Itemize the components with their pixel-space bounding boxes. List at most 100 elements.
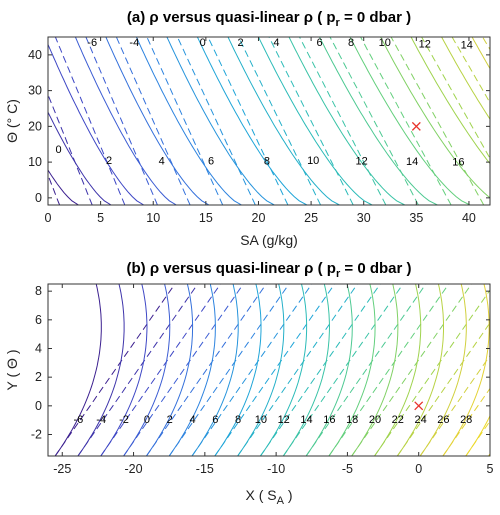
contour-rho-20 [351,284,399,456]
panel-a-reference-point [411,121,421,131]
contour-quasi-linear-26 [419,354,490,456]
contour-label: 10 [379,37,391,49]
contour-quasi-linear-18 [328,284,450,456]
contour-label: 6 [316,37,322,49]
contour-rho-12 [258,37,373,205]
contour-quasi-linear--6 [54,284,176,456]
x-tick-label: 5 [97,211,104,225]
y-tick-label: 2 [35,370,42,384]
contour-rho-2 [105,37,210,205]
contour-label: 0 [55,144,61,156]
contour-label: 2 [238,37,244,49]
panel-b-contours [54,284,490,456]
contour-rho-12 [259,284,308,456]
contour-rho-2 [145,284,194,456]
contour-quasi-linear--4 [48,93,93,205]
contour-label: 14 [300,414,312,426]
contour-quasi-linear-2 [115,37,191,205]
contour-rho--2 [100,284,148,456]
contour-quasi-linear-16 [305,284,427,456]
panel-b-xlabel: X ( SA ) [245,487,292,507]
contour-quasi-linear-6 [191,284,313,456]
contour-rho--4 [77,284,125,456]
y-tick-label: 0 [35,399,42,413]
contour-label: 20 [369,414,381,426]
contour-label: 8 [264,156,270,168]
x-tick-label: 5 [487,462,494,476]
contour-quasi-linear-24 [451,37,490,104]
contour-rho-8 [214,284,262,456]
panel-a-frame [47,36,491,206]
contour-rho-0 [74,37,177,205]
y-tick-label: 40 [28,48,42,62]
contour-quasi-linear--4 [77,284,199,456]
contour-label: 4 [189,414,195,426]
contour-quasi-linear-0 [85,37,158,205]
contour-rho-14 [282,284,331,456]
contour-quasi-linear-22 [421,37,490,160]
x-tick-label: -20 [125,462,143,476]
contour-quasi-linear-6 [176,37,256,205]
contour-rho-10 [227,37,340,205]
contour-rho-30 [465,414,490,456]
contour-label: 16 [323,414,335,426]
contour-label: 4 [159,156,165,168]
contour-label: 10 [255,414,267,426]
contour-label: 24 [414,414,426,426]
contour-quasi-linear-20 [351,284,472,456]
x-tick-label: 0 [45,211,52,225]
contour-quasi-linear-12 [259,284,381,456]
panel-a-xlabel: SA (g/kg) [240,232,298,248]
contour-quasi-linear-30 [465,420,490,456]
contour-quasi-linear-10 [238,37,322,205]
y-tick-label: 8 [35,284,42,298]
panel-b-frame [47,283,491,457]
x-tick-label: -25 [53,462,71,476]
y-tick-label: -2 [31,428,42,442]
x-tick-label: -5 [342,462,353,476]
contour-quasi-linear-18 [360,37,452,205]
contour-label: -6 [74,414,84,426]
x-tick-label: 10 [146,211,160,225]
contour-quasi-linear-14 [299,37,387,205]
contour-label: -6 [87,37,97,49]
panel-a-title: (a) ρ versus quasi-linear ρ ( pr = 0 dba… [127,9,411,29]
contour-rho--6 [48,169,79,205]
contour-label: 22 [392,414,404,426]
contour-rho-24 [396,284,444,456]
contour-rho--6 [54,284,102,456]
contour-quasi-linear-10 [237,284,358,456]
y-tick-label: 6 [35,313,42,327]
contour-quasi-linear-4 [146,37,224,205]
contour-rho-28 [442,284,490,456]
contour-rho-26 [471,37,490,70]
contour-rho-22 [410,37,490,165]
contour-label: 12 [278,414,290,426]
contour-label: 28 [460,414,472,426]
contour-rho-20 [380,37,490,199]
x-tick-label: 0 [415,462,422,476]
contour-rho-16 [305,284,353,456]
contour-quasi-linear-26 [482,37,490,51]
contour-quasi-linear-16 [329,37,419,205]
contour-quasi-linear-8 [214,284,336,456]
x-tick-label: 25 [304,211,318,225]
panel-b-contour-labels: -6 -4 -2 0 2 4 6 8 10 12 14 16 18 20 22 24 26 28 [74,414,473,426]
contour-rho-26 [419,284,467,456]
contour-quasi-linear-0 [123,284,244,456]
contour-rho-8 [196,37,308,205]
contour-label: 6 [212,414,218,426]
contour-rho-18 [328,284,376,456]
x-tick-label: 40 [462,211,476,225]
contour-rho-18 [349,37,471,205]
contour-quasi-linear-28 [442,387,490,456]
contour-rho-22 [374,284,422,456]
contour-quasi-linear-22 [374,289,490,456]
contour-rho--2 [48,43,145,205]
contour-label: 14 [461,39,473,51]
contour-label: 4 [273,37,279,49]
y-tick-label: 10 [28,155,42,169]
contour-rho--4 [48,111,112,205]
